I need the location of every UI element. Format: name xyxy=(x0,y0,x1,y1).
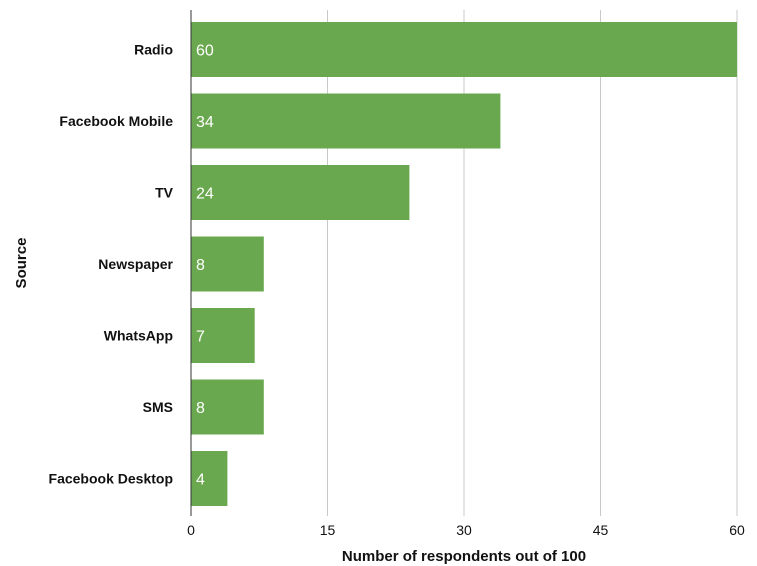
bar-whatsapp xyxy=(191,308,255,363)
bars xyxy=(191,22,737,506)
x-tick-labels: 0 15 30 45 60 xyxy=(187,522,745,538)
bar-label-facebook-mobile: 34 xyxy=(196,114,214,131)
x-tick-label-15: 15 xyxy=(320,522,336,538)
category-labels: Radio Facebook Mobile TV Newspaper WhatsApp S… xyxy=(49,42,174,487)
bar-facebook-desktop xyxy=(191,451,228,506)
category-label-whatsapp: WhatsApp xyxy=(104,328,173,344)
x-tick-label-60: 60 xyxy=(729,522,745,538)
bar-sms xyxy=(191,379,264,435)
x-tick-label-0: 0 xyxy=(187,522,195,538)
category-label-tv: TV xyxy=(155,185,174,201)
category-label-sms: SMS xyxy=(143,399,173,415)
bar-label-radio: 60 xyxy=(196,43,214,60)
bar-facebook-mobile xyxy=(191,93,501,149)
bar-label-newspaper: 8 xyxy=(196,257,205,274)
bar-data-labels: 60 34 24 8 7 8 4 xyxy=(196,43,214,489)
bar-label-tv: 24 xyxy=(196,186,214,203)
category-label-facebook-mobile: Facebook Mobile xyxy=(59,113,173,129)
category-label-newspaper: Newspaper xyxy=(98,256,173,272)
category-label-radio: Radio xyxy=(134,42,173,58)
x-axis-title: Number of respondents out of 100 xyxy=(342,548,586,565)
bar-newspaper xyxy=(191,236,264,292)
x-tick-label-45: 45 xyxy=(593,522,609,538)
y-axis-title: Source xyxy=(13,238,30,289)
bar-label-whatsapp: 7 xyxy=(196,329,205,346)
x-tick-label-30: 30 xyxy=(456,522,472,538)
bar-label-facebook-desktop: 4 xyxy=(196,472,205,489)
gridlines xyxy=(327,10,738,516)
category-label-facebook-desktop: Facebook Desktop xyxy=(49,471,173,487)
bar-tv xyxy=(191,165,410,220)
bar-radio xyxy=(191,22,737,77)
bar-label-sms: 8 xyxy=(196,400,205,417)
